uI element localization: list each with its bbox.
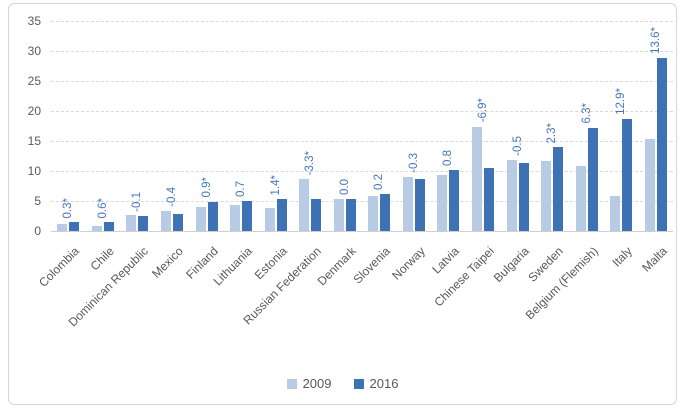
bar-2016 xyxy=(380,194,391,231)
bar-2009 xyxy=(160,211,171,231)
data-label: 13.6* xyxy=(649,26,662,54)
bar-2016 xyxy=(207,201,218,231)
bar-2009 xyxy=(126,215,137,231)
bar-2016 xyxy=(622,118,633,231)
legend-item-2016: 2016 xyxy=(353,376,399,391)
gridline-5 xyxy=(51,201,673,202)
data-label: 0.9* xyxy=(200,177,213,198)
bar-2009 xyxy=(402,177,413,231)
gridline-20 xyxy=(51,111,673,112)
legend-swatch-2016 xyxy=(353,378,364,389)
gridline-25 xyxy=(51,81,673,82)
bar-group-slovenia xyxy=(368,21,391,231)
bar-group-malta xyxy=(644,21,667,231)
y-tick-label-30: 30 xyxy=(27,44,41,58)
data-label: 0.8 xyxy=(442,149,455,166)
bar-2009 xyxy=(195,207,206,231)
bar-2009 xyxy=(230,205,241,231)
bar-2016 xyxy=(414,178,425,231)
bar-group-chinese-taipei xyxy=(471,21,494,231)
bar-group-chile xyxy=(91,21,114,231)
bar-group-norway xyxy=(402,21,425,231)
bar-2009 xyxy=(437,174,448,231)
bar-2016 xyxy=(276,199,287,231)
y-tick-label-5: 5 xyxy=(34,194,41,208)
data-label: -0.3 xyxy=(407,153,420,173)
data-label: 0.0 xyxy=(338,178,351,195)
data-label: 0.6* xyxy=(96,197,109,218)
bar-2009 xyxy=(368,195,379,231)
bar-group-russian-federation xyxy=(299,21,322,231)
data-label: 2.3* xyxy=(546,122,559,143)
gridline-10 xyxy=(51,171,673,172)
bar-2016 xyxy=(656,57,667,231)
bar-group-denmark xyxy=(333,21,356,231)
bar-group-sweden xyxy=(541,21,564,231)
legend-item-2009: 2009 xyxy=(286,376,332,391)
gridline-30 xyxy=(51,51,673,52)
data-label: -3.3* xyxy=(304,151,317,176)
bar-group-belgium-flemish- xyxy=(575,21,598,231)
legend-swatch-2009 xyxy=(286,378,297,389)
bar-2009 xyxy=(57,223,68,231)
gridline-35 xyxy=(51,21,673,22)
bar-2009 xyxy=(506,159,517,231)
data-label: -0.5 xyxy=(511,135,524,156)
bar-2009 xyxy=(264,207,275,231)
bar-group-latvia xyxy=(437,21,460,231)
plot-area: 0.3* 0.6* -0.1 -0.4 0.9* 0.7 1.4* -3.3* 0.0 0.2 -0… xyxy=(51,21,673,232)
bar-2016 xyxy=(172,213,183,231)
gridline-15 xyxy=(51,141,673,142)
bar-group-estonia xyxy=(264,21,287,231)
bar-group-lithuania xyxy=(230,21,253,231)
bar-group-colombia xyxy=(57,21,80,231)
data-label: 12.9* xyxy=(615,87,628,115)
data-label: 0.3* xyxy=(62,197,75,218)
y-tick-label-0: 0 xyxy=(34,224,41,238)
data-label: 0.2 xyxy=(373,174,386,191)
bar-2016 xyxy=(518,162,529,231)
y-tick-label-10: 10 xyxy=(27,164,41,178)
data-label: 1.4* xyxy=(269,174,282,196)
bar-2016 xyxy=(103,222,114,231)
bar-group-bulgaria xyxy=(506,21,529,231)
bar-group-finland xyxy=(195,21,218,231)
x-axis-line xyxy=(51,231,673,232)
bar-2016 xyxy=(242,201,253,231)
y-tick-label-15: 15 xyxy=(27,134,41,148)
bar-2016 xyxy=(345,198,356,231)
bar-2009 xyxy=(471,126,482,231)
bar-2016 xyxy=(138,216,149,231)
data-label: 0.7 xyxy=(235,181,248,197)
bar-2009 xyxy=(644,139,655,231)
chart-legend: 2009 2016 xyxy=(9,376,676,391)
bar-group-italy xyxy=(610,21,633,231)
data-label: -0.4 xyxy=(165,187,178,208)
bar-2016 xyxy=(449,169,460,231)
data-label: -0.1 xyxy=(131,191,144,212)
bar-2016 xyxy=(587,127,598,231)
bar-2009 xyxy=(299,179,310,231)
bar-group-dominican-republic xyxy=(126,21,149,231)
data-label: -6.9* xyxy=(476,98,489,123)
bar-2016 xyxy=(483,168,494,231)
data-label: 6.3* xyxy=(580,103,593,124)
legend-label-2016: 2016 xyxy=(369,376,399,391)
y-tick-label-25: 25 xyxy=(27,74,41,88)
y-tick-label-35: 35 xyxy=(27,14,41,28)
bar-2009 xyxy=(333,198,344,231)
bar-2016 xyxy=(553,147,564,231)
bar-2009 xyxy=(541,160,552,231)
bar-2009 xyxy=(610,196,621,231)
legend-label-2009: 2009 xyxy=(302,376,332,391)
bar-2009 xyxy=(91,225,102,231)
y-tick-label-20: 20 xyxy=(27,104,41,118)
bar-chart: 0.3* 0.6* -0.1 -0.4 0.9* 0.7 1.4* -3.3* 0.0 0.2 -0… xyxy=(8,3,677,405)
bar-2016 xyxy=(69,222,80,231)
bar-2009 xyxy=(575,165,586,231)
bar-group-mexico xyxy=(160,21,183,231)
bar-2016 xyxy=(311,199,322,231)
